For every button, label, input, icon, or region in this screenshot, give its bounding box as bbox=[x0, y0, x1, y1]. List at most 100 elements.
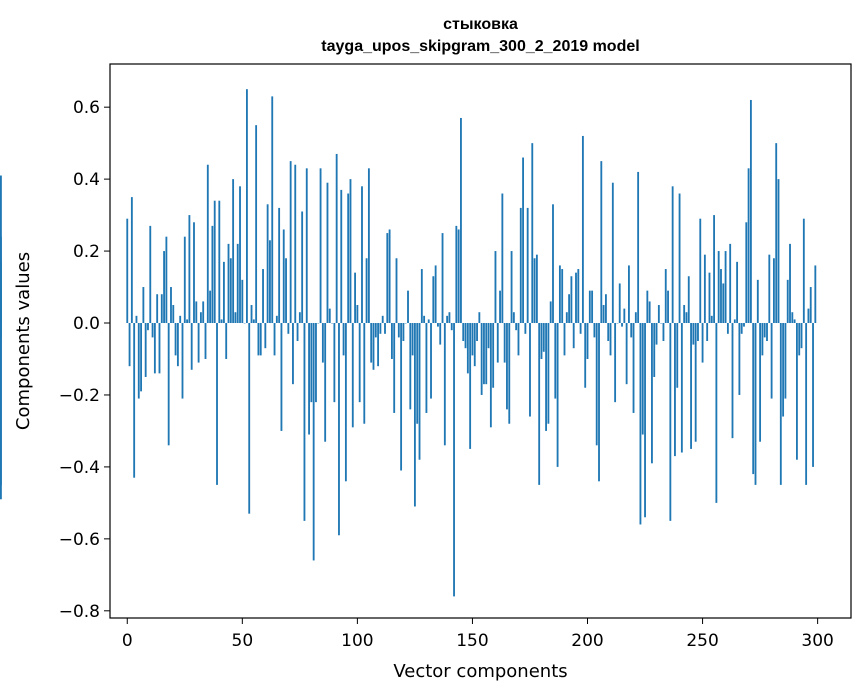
bar bbox=[600, 161, 603, 324]
bar bbox=[386, 233, 389, 324]
y-tick-label: −0.6 bbox=[59, 530, 100, 550]
bar bbox=[413, 323, 416, 507]
bar bbox=[531, 143, 534, 324]
bar bbox=[708, 272, 711, 324]
bar bbox=[340, 189, 343, 324]
y-tick-label: 0.4 bbox=[73, 170, 100, 190]
bar bbox=[692, 323, 695, 345]
bar bbox=[779, 323, 782, 485]
bar bbox=[791, 312, 794, 324]
bar bbox=[326, 182, 329, 324]
x-axis-label: Vector components bbox=[393, 661, 567, 682]
bar bbox=[374, 323, 377, 338]
bar bbox=[416, 323, 419, 424]
bar bbox=[784, 323, 787, 399]
bar bbox=[149, 225, 152, 324]
bar bbox=[232, 179, 235, 324]
bar bbox=[715, 323, 718, 503]
bar bbox=[662, 323, 665, 341]
bar bbox=[434, 265, 437, 324]
bar bbox=[526, 207, 529, 324]
bar bbox=[446, 315, 449, 324]
bar bbox=[250, 305, 253, 324]
bar bbox=[535, 254, 538, 324]
bar bbox=[248, 323, 251, 514]
bar bbox=[342, 323, 345, 356]
bar bbox=[236, 243, 239, 324]
bar bbox=[252, 319, 255, 324]
bar bbox=[471, 323, 474, 356]
bar bbox=[572, 323, 575, 349]
bar bbox=[522, 157, 524, 324]
bar bbox=[605, 294, 607, 324]
bar bbox=[575, 272, 577, 324]
bar bbox=[591, 290, 594, 324]
bar bbox=[586, 323, 589, 359]
bar bbox=[671, 186, 674, 324]
bar bbox=[450, 323, 453, 331]
bar bbox=[731, 323, 734, 439]
bar bbox=[798, 323, 801, 356]
x-tick-label: 100 bbox=[341, 631, 373, 651]
bar bbox=[453, 323, 455, 597]
bar bbox=[305, 168, 308, 324]
bar bbox=[179, 315, 182, 324]
bar bbox=[680, 323, 683, 453]
bar bbox=[766, 323, 768, 341]
bar bbox=[644, 323, 646, 518]
bar bbox=[262, 269, 264, 324]
bar bbox=[639, 323, 642, 525]
bar bbox=[0, 175, 2, 324]
bar bbox=[524, 323, 527, 334]
bar bbox=[0, 323, 2, 485]
bar bbox=[271, 96, 274, 324]
bar bbox=[770, 323, 773, 399]
bar bbox=[457, 229, 460, 324]
bar bbox=[637, 171, 640, 324]
bar bbox=[678, 193, 681, 324]
bar bbox=[676, 323, 679, 388]
plot-frame bbox=[109, 63, 852, 619]
bar bbox=[211, 225, 214, 324]
bar bbox=[706, 323, 709, 341]
bar bbox=[135, 315, 138, 324]
bar bbox=[722, 283, 725, 324]
bar bbox=[225, 323, 228, 359]
bar bbox=[611, 182, 614, 324]
bar bbox=[183, 236, 186, 324]
bar bbox=[273, 323, 276, 356]
bar bbox=[674, 323, 676, 457]
bar bbox=[687, 276, 690, 324]
bar bbox=[195, 301, 198, 324]
bar bbox=[430, 323, 432, 399]
bar bbox=[335, 153, 338, 324]
bar bbox=[726, 323, 729, 334]
bar bbox=[588, 290, 591, 324]
bar bbox=[717, 251, 720, 324]
bar bbox=[328, 308, 331, 324]
bar bbox=[455, 225, 458, 324]
bar bbox=[269, 240, 271, 324]
bar bbox=[379, 323, 382, 334]
bar bbox=[703, 254, 706, 324]
bar bbox=[347, 193, 350, 324]
bar bbox=[690, 323, 692, 449]
bar bbox=[130, 197, 133, 324]
bar bbox=[733, 319, 736, 324]
bar bbox=[220, 319, 223, 324]
bar bbox=[361, 186, 363, 324]
bar bbox=[443, 323, 446, 446]
bar bbox=[344, 323, 347, 482]
bar bbox=[584, 323, 587, 388]
bar bbox=[651, 323, 653, 464]
y-tick-label: 0.2 bbox=[73, 242, 100, 262]
bar bbox=[699, 218, 702, 324]
bar bbox=[266, 204, 269, 324]
bar bbox=[464, 323, 467, 349]
bar bbox=[409, 323, 412, 410]
bar bbox=[657, 305, 660, 324]
bar bbox=[241, 279, 244, 324]
bar bbox=[296, 323, 299, 341]
bar bbox=[761, 323, 764, 356]
bar bbox=[441, 233, 444, 324]
